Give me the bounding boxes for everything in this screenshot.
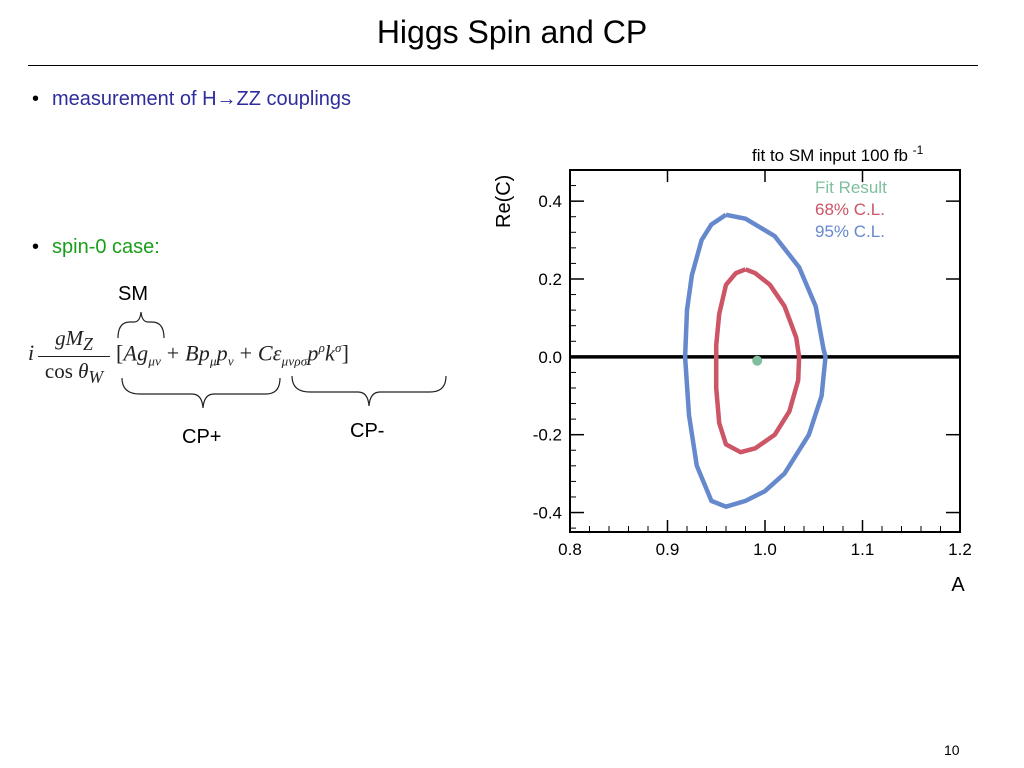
95-c-l--contour (682, 212, 828, 509)
68-c-l--contour (713, 267, 802, 455)
cp-plus-brace (121, 377, 281, 409)
formula-bracket-expression: [Agμν + Bpμpν + Cεμνρσpρkσ] (116, 340, 350, 369)
bullet-dot: • (32, 88, 40, 110)
x-tick-label: 0.9 (656, 540, 680, 559)
legend-entry: 68% C.L. (815, 200, 885, 219)
y-tick-label: 0.4 (538, 192, 562, 211)
formula-numerator: gMZ (55, 326, 93, 355)
x-tick-label: 1.0 (753, 540, 777, 559)
x-tick-label: 1.1 (851, 540, 875, 559)
x-tick-label: 1.2 (948, 540, 972, 559)
plot-frame (569, 169, 961, 533)
bullet-text: measurement of H→ZZ couplings (52, 88, 352, 110)
x-tick-label: 0.8 (558, 540, 582, 559)
sm-label: SM (118, 283, 148, 305)
legend-entry: Fit Result (815, 178, 887, 197)
y-tick-label: 0.0 (538, 348, 562, 367)
title-divider (28, 65, 978, 66)
y-axis-label: Re(C) (493, 174, 515, 228)
chart-title: fit to SM input 100 fb -1 (752, 143, 924, 165)
fit-result-point (752, 355, 763, 366)
formula-fraction: gMZ cos θW (38, 326, 110, 388)
slide-title: Higgs Spin and CP (376, 14, 648, 50)
coupling-formula: i gMZ cos θW [Agμν + Bpμpν + Cεμνρσpρkσ] (28, 322, 468, 387)
y-tick-label: -0.4 (533, 504, 562, 523)
ylabel-background (480, 160, 520, 232)
formula-prefix: i (28, 340, 35, 365)
y-tick-label: 0.2 (538, 270, 562, 289)
y-tick-label: -0.2 (533, 426, 562, 445)
cp-plus-label: CP+ (182, 426, 222, 448)
page-number: 10 (944, 742, 960, 758)
cp-minus-label: CP- (350, 420, 385, 442)
x-axis-label: A (951, 574, 965, 596)
bullet-text: spin-0 case: (52, 236, 160, 258)
bullet-dot: • (32, 236, 40, 258)
legend-entry: 95% C.L. (815, 222, 885, 241)
bullet-hzz-couplings: • measurement of H→ZZ couplings (32, 88, 351, 111)
bullet-spin0-case: • spin-0 case: (32, 236, 160, 259)
formula-denominator: cos θW (44, 359, 104, 388)
confidence-contour-chart: fit to SM input 100 fb -1 0.8 0.9 1.0 1.1 1.2… (533, 143, 972, 596)
